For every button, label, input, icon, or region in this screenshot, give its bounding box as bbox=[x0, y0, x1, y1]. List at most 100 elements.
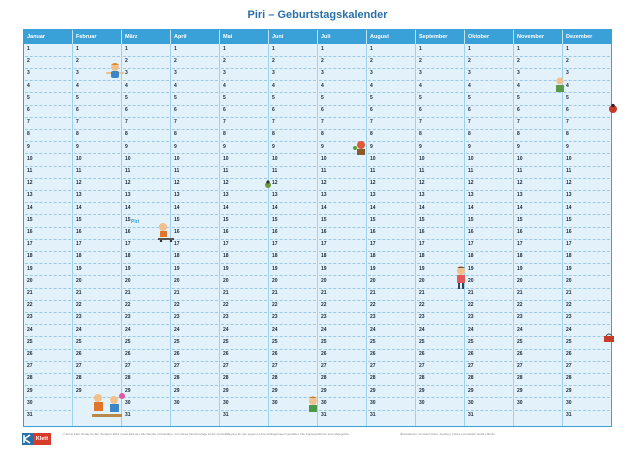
day-write-line bbox=[368, 116, 414, 118]
day-number: 6 bbox=[125, 107, 128, 113]
day-number: 25 bbox=[419, 338, 425, 345]
day-number: 17 bbox=[76, 241, 82, 248]
day-write-line bbox=[564, 189, 610, 191]
day-write-line bbox=[172, 67, 218, 69]
day-number: 6 bbox=[27, 107, 30, 113]
day-write-line bbox=[123, 165, 169, 167]
day-write-line bbox=[368, 311, 414, 313]
day-write-line bbox=[221, 238, 267, 240]
day-write-line bbox=[417, 275, 463, 277]
day-write-line bbox=[368, 324, 414, 326]
day-number: 21 bbox=[419, 290, 425, 296]
day-number: 2 bbox=[321, 58, 324, 65]
day-write-line bbox=[515, 275, 561, 277]
day-number: 17 bbox=[566, 241, 572, 248]
day-number: 27 bbox=[370, 363, 376, 370]
day-number: 15 bbox=[517, 216, 523, 223]
party-children-icon bbox=[92, 393, 125, 417]
day-number: 16 bbox=[419, 229, 425, 235]
day-number: 8 bbox=[321, 131, 324, 138]
day-write-line bbox=[221, 177, 267, 179]
day-number: 15 bbox=[370, 216, 376, 223]
day-write-line bbox=[515, 104, 561, 106]
day-write-line bbox=[417, 153, 463, 155]
day-number: 18 bbox=[321, 253, 327, 260]
day-number: 10 bbox=[321, 155, 327, 162]
day-write-line bbox=[319, 214, 365, 216]
day-number: 8 bbox=[76, 131, 79, 138]
day-write-line bbox=[417, 348, 463, 350]
day-write-line bbox=[123, 263, 169, 265]
day-write-line bbox=[123, 116, 169, 118]
day-write-line bbox=[221, 311, 267, 313]
day-write-line bbox=[74, 226, 120, 228]
day-write-line bbox=[466, 189, 512, 191]
day-write-line bbox=[417, 80, 463, 82]
day-write-line bbox=[368, 141, 414, 143]
day-number: 1 bbox=[566, 46, 569, 52]
day-number: 12 bbox=[174, 180, 180, 187]
day-write-line bbox=[564, 80, 610, 82]
day-write-line bbox=[221, 214, 267, 216]
day-number: 14 bbox=[321, 204, 327, 211]
day-number: 17 bbox=[370, 241, 376, 248]
day-write-line bbox=[564, 141, 610, 143]
month-columns: 1 2 3 4 5 6 7 8 9 10 11 12 13 14 15 16 17 18 19 20 21 22 23 24 2… bbox=[24, 44, 611, 426]
day-number: 9 bbox=[27, 143, 30, 150]
day-number: 26 bbox=[321, 351, 327, 357]
day-number: 28 bbox=[174, 375, 180, 382]
day-number: 14 bbox=[419, 204, 425, 211]
day-number: 27 bbox=[27, 363, 33, 370]
day-write-line bbox=[368, 250, 414, 252]
day-number: 5 bbox=[566, 94, 569, 101]
day-number: 29 bbox=[419, 387, 425, 394]
day-write-line bbox=[123, 287, 169, 289]
day-write-line bbox=[172, 153, 218, 155]
day-write-line bbox=[564, 409, 610, 411]
day-number: 26 bbox=[27, 351, 33, 357]
day-write-line bbox=[172, 92, 218, 94]
day-number: 3 bbox=[27, 70, 30, 77]
month-column: 1 2 3 4 5 6 7 8 9 10 11 12 13 14 15 16 17 18 19 20 21 22 23 24 2… bbox=[465, 44, 514, 426]
day-number: 30 bbox=[419, 399, 425, 406]
day-number: 11 bbox=[272, 168, 278, 174]
day-number: 30 bbox=[272, 399, 278, 406]
day-number: 24 bbox=[272, 326, 278, 333]
day-number: 15 bbox=[566, 216, 572, 223]
day-number: 21 bbox=[223, 290, 229, 296]
day-number: 26 bbox=[517, 351, 523, 357]
day-number: 29 bbox=[125, 387, 131, 394]
day-write-line bbox=[123, 299, 169, 301]
day-write-line bbox=[515, 214, 561, 216]
day-write-line bbox=[466, 165, 512, 167]
day-number: 12 bbox=[76, 180, 82, 187]
day-number: 15 bbox=[321, 216, 327, 223]
day-number: 12 bbox=[223, 180, 229, 187]
month-header: November bbox=[514, 30, 563, 44]
day-number: 13 bbox=[419, 192, 425, 199]
child-illustration-icon bbox=[106, 63, 124, 78]
day-write-line bbox=[564, 360, 610, 362]
day-write-line bbox=[417, 360, 463, 362]
day-write-line bbox=[25, 80, 71, 82]
day-write-line bbox=[270, 128, 316, 130]
day-write-line bbox=[368, 202, 414, 204]
month-column: 1 2 3 4 5 6 7 8 9 10 11 12 13 14 15 16 17 18 19 20 21 22 23 24 2… bbox=[122, 44, 171, 426]
day-write-line bbox=[123, 275, 169, 277]
day-number: 26 bbox=[419, 351, 425, 357]
day-write-line bbox=[221, 226, 267, 228]
day-number: 20 bbox=[321, 277, 327, 284]
day-number: 24 bbox=[419, 326, 425, 333]
day-write-line bbox=[515, 348, 561, 350]
day-number: 6 bbox=[566, 107, 569, 113]
day-write-line bbox=[319, 324, 365, 326]
day-write-line bbox=[123, 250, 169, 252]
day-number: 25 bbox=[468, 338, 474, 345]
day-number: 7 bbox=[321, 119, 324, 126]
day-number: 13 bbox=[223, 192, 229, 199]
day-number: 13 bbox=[27, 192, 33, 199]
day-write-line bbox=[564, 55, 610, 57]
day-write-line bbox=[564, 128, 610, 130]
day-number: 16 bbox=[76, 229, 82, 235]
day-number: 21 bbox=[468, 290, 474, 296]
